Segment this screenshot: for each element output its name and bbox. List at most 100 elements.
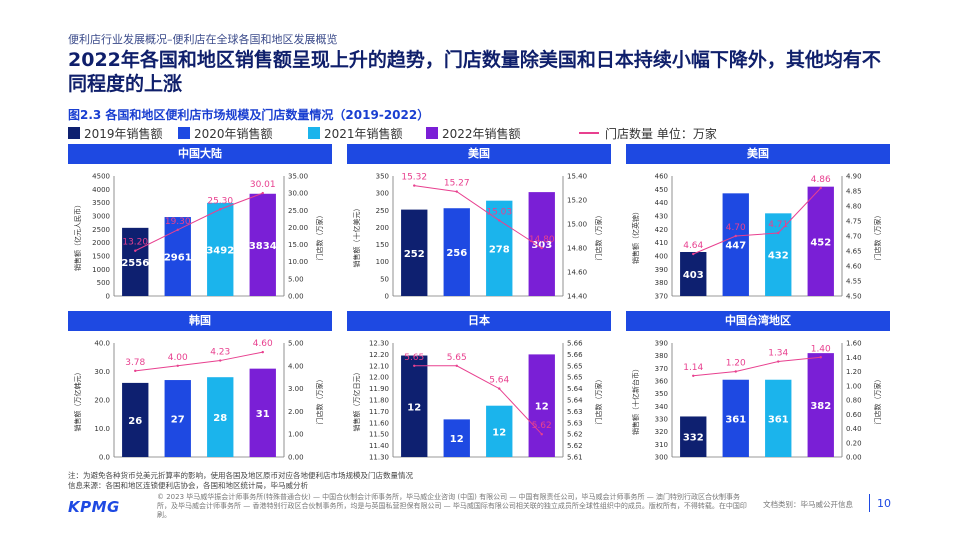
y2-tick-label: 5.64 [567, 385, 583, 393]
store-count-label: 15.03 [486, 207, 512, 217]
y-tick-label: 11.80 [369, 397, 389, 405]
y2-tick-label: 35.00 [288, 173, 308, 181]
breadcrumb: 便利店行业发展概况–便利店在全球各国和地区发展概览 [68, 33, 338, 46]
store-count-point [413, 184, 416, 187]
y-tick-label: 0.0 [99, 454, 110, 462]
bar-value-label: 27 [171, 415, 185, 426]
y-axis-title: 销售额（万亿韩元） [73, 369, 82, 432]
y-tick-label: 12.10 [369, 362, 389, 370]
legend-label: 2019年销售额 [84, 127, 163, 141]
y2-axis-title: 门店数（万家） [594, 376, 603, 425]
y-tick-label: 440 [655, 199, 668, 207]
bar-2019 [401, 209, 428, 296]
y-tick-label: 310 [655, 441, 668, 449]
store-count-point [692, 252, 695, 256]
y2-tick-label: 1.40 [846, 354, 862, 362]
y2-tick-label: 15.40 [567, 173, 587, 181]
legend-swatch [426, 127, 438, 139]
y-tick-label: 3000 [92, 213, 110, 221]
store-count-point [261, 350, 264, 354]
chart-plot: 0 50 100 150 200 250 300 350 14.40 14.60 14.80 15.0… [352, 173, 603, 301]
legend-line-swatch [579, 132, 599, 134]
y2-tick-label: 3.00 [288, 385, 304, 393]
bar-2021 [486, 405, 513, 457]
chart-plot: 0.0 10.0 20.0 30.0 40.0 0.00 1.00 2.00 3.00 4.00 5… [73, 339, 324, 462]
bar-2019 [401, 355, 428, 457]
bar-2019 [122, 227, 149, 296]
y-tick-label: 2500 [92, 226, 110, 234]
store-count-label: 4.70 [726, 223, 746, 233]
y-tick-label: 150 [376, 241, 389, 249]
bar-2022 [528, 192, 555, 296]
y2-tick-label: 4.60 [846, 263, 862, 271]
y2-tick-label: 5.66 [567, 340, 583, 348]
bar-value-label: 12 [535, 402, 549, 413]
y-axis-title: 销售额（亿英镑） [631, 208, 640, 264]
store-count-label: 5.65 [447, 353, 467, 363]
store-count-label: 25.30 [207, 196, 233, 206]
store-count-point [819, 356, 822, 359]
bar-value-label: 12 [492, 427, 506, 438]
store-count-label: 4.00 [168, 353, 188, 363]
y-tick-label: 3500 [92, 199, 110, 207]
store-count-line [693, 356, 821, 377]
store-count-label: 5.65 [404, 353, 424, 363]
bar-value-label: 432 [768, 251, 789, 262]
chart-panel: 韩国 0.0 10.0 20.0 30.0 40.0 0.00 1.00 2.00 3.00 4.0… [68, 311, 332, 469]
bar-2022 [807, 353, 834, 457]
y-tick-label: 450 [655, 186, 668, 194]
legend-label: 门店数量 单位：万家 [605, 127, 717, 141]
y-tick-label: 420 [655, 226, 668, 234]
y2-tick-label: 5.63 [567, 408, 583, 416]
y-tick-label: 12.30 [369, 340, 389, 348]
y-tick-label: 4500 [92, 173, 110, 181]
bar-value-label: 2961 [164, 253, 192, 264]
bar-2020 [722, 379, 749, 457]
bar-value-label: 252 [404, 249, 425, 260]
chart-panel: 美国 0 50 100 150 200 250 300 350 14.40 14.60 14.80 15… [347, 144, 611, 308]
y-tick-label: 11.50 [369, 431, 389, 439]
y2-tick-label: 5.00 [288, 340, 304, 348]
y-tick-label: 12.00 [369, 374, 389, 382]
y-tick-label: 400 [655, 253, 668, 261]
chart-panel: 中国大陆 0 500 1000 1500 2000 2500 3000 3500 4000 4500… [68, 144, 332, 308]
chart-panel-title: 韩国 [68, 311, 332, 331]
bar-2019 [122, 382, 149, 457]
store-count-point [734, 234, 737, 238]
store-count-label: 15.32 [401, 173, 427, 183]
chart-plot: 300 310 320 330 340 350 360 370 380 390 0.00 0.20 0.… [631, 340, 882, 462]
store-count-label: 4.71 [768, 220, 788, 230]
y2-tick-label: 14.40 [567, 293, 587, 301]
y2-tick-label: 5.66 [567, 351, 583, 359]
bar-value-label: 452 [810, 237, 831, 248]
y-tick-label: 430 [655, 213, 668, 221]
y-tick-label: 370 [655, 365, 668, 373]
y2-tick-label: 0.60 [846, 411, 862, 419]
bar-2021 [207, 202, 234, 296]
y2-tick-label: 25.00 [288, 207, 308, 215]
page-title: 2022年各国和地区销售额呈现上升的趋势，门店数量除美国和日本持续小幅下降外，其… [68, 49, 881, 95]
y-tick-label: 390 [655, 340, 668, 348]
y2-tick-label: 0.20 [846, 439, 862, 447]
store-count-line [693, 187, 822, 255]
bar-value-label: 12 [407, 402, 421, 413]
y-tick-label: 30.0 [94, 368, 110, 376]
chart-plot: 11.30 11.40 11.50 11.60 11.70 11.80 11.90 12.00… [352, 340, 603, 462]
store-count-label: 19.30 [165, 217, 191, 227]
store-count-label: 30.01 [250, 180, 276, 190]
y-tick-label: 380 [655, 352, 668, 360]
bar-2021 [207, 377, 234, 457]
bar-value-label: 12 [450, 434, 464, 445]
y2-tick-label: 5.64 [567, 397, 583, 405]
y2-tick-label: 4.50 [846, 293, 862, 301]
store-count-label: 4.64 [683, 241, 703, 251]
y-tick-label: 250 [376, 207, 389, 215]
y-tick-label: 1000 [92, 266, 110, 274]
store-count-label: 1.40 [811, 344, 831, 354]
copyright-text: © 2023 毕马威华振会计师事务所(特殊普通合伙) — 中国合伙制会计师事务所… [157, 493, 747, 519]
store-count-label: 15.27 [444, 179, 470, 189]
bar-2022 [807, 186, 834, 296]
y2-tick-label: 4.00 [288, 362, 304, 370]
chart-panel-title: 中国大陆 [68, 144, 332, 164]
bar-value-label: 382 [810, 401, 831, 412]
